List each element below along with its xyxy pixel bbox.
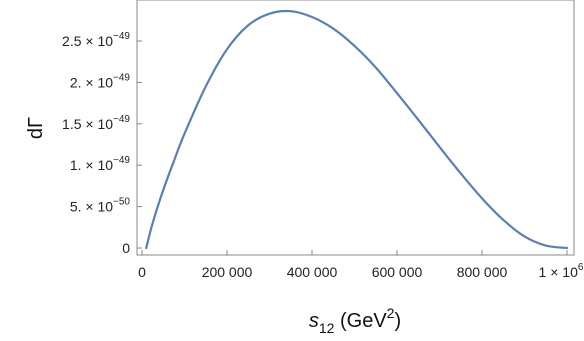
y-tick-label: 2.5 × 10−49	[62, 31, 130, 49]
y-tick-exponent: −50	[113, 197, 130, 208]
x-tick-label: 0	[138, 264, 146, 280]
x-axis-title-unit: (GeV	[334, 310, 387, 332]
y-tick-label: 1. × 10−49	[70, 155, 131, 173]
x-tick-label: 1 × 106	[539, 262, 584, 280]
y-tick-base: 0	[122, 240, 130, 256]
y-tick-exponent: −49	[113, 114, 130, 125]
y-tick-label: 5. × 10−50	[70, 197, 131, 215]
y-tick-label: 0	[122, 240, 130, 256]
y-tick-exponent: −49	[113, 72, 130, 83]
y-tick-label: 2. × 10−49	[70, 72, 131, 90]
y-axis-title: dΓ	[25, 117, 47, 139]
x-axis-title-superscript: 2	[387, 305, 395, 321]
x-tick-label: 800 000	[457, 264, 508, 280]
x-tick-label: 200 000	[202, 264, 253, 280]
y-tick-base: 1.5 × 10	[62, 116, 113, 132]
x-axis-title: s12 (GeV2)	[309, 305, 401, 336]
x-tick-exponent: 6	[578, 262, 584, 273]
plot-frame	[136, 0, 575, 256]
y-tick-exponent: −49	[113, 155, 130, 166]
y-tick-base: 2.5 × 10	[62, 33, 113, 49]
y-tick-base: 2. × 10	[70, 74, 113, 90]
y-tick-base: 1. × 10	[70, 157, 113, 173]
series-line	[145, 9, 569, 250]
y-axis-ticks: 05. × 10−501. × 10−491.5 × 10−492. × 10−…	[62, 31, 142, 256]
x-axis-title-base: s	[309, 310, 319, 332]
x-axis-title-subscript: 12	[319, 320, 335, 336]
y-tick-label: 1.5 × 10−49	[62, 114, 130, 132]
y-tick-exponent: −49	[113, 31, 130, 42]
y-tick-base: 5. × 10	[70, 199, 113, 215]
x-axis-ticks: 0 200 000 400 000 600 000 800 000 1 × 106	[138, 250, 584, 280]
x-tick-label: 400 000	[287, 264, 338, 280]
x-tick-label: 600 000	[372, 264, 423, 280]
x-axis-title-close: )	[394, 310, 401, 332]
